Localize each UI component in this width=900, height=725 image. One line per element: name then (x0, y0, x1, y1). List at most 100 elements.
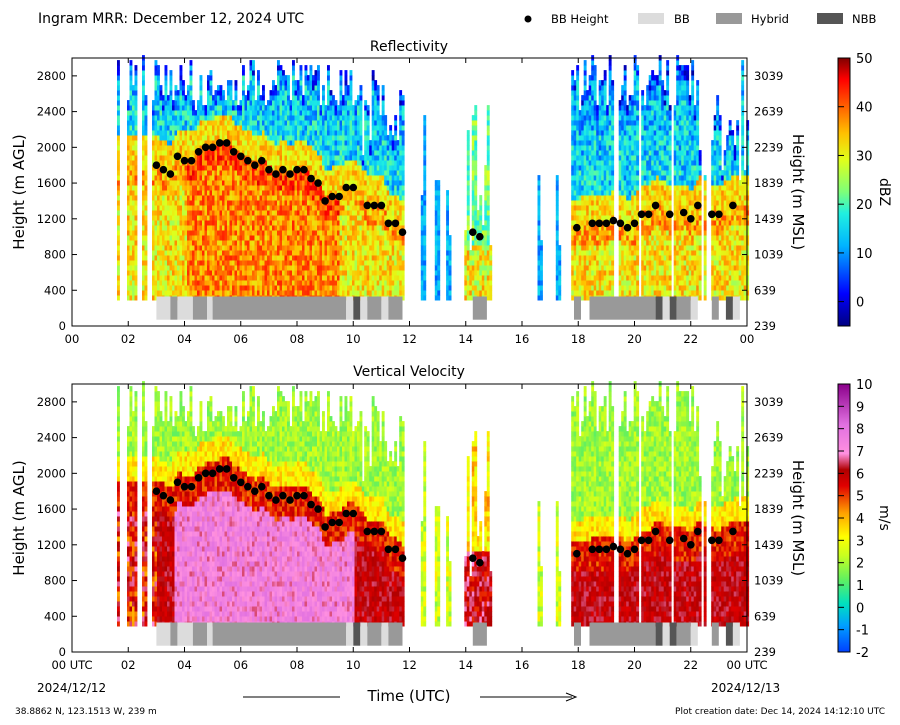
bb-height-point (398, 228, 407, 236)
y-tick-right-label: 2639 (754, 431, 783, 445)
reflectivity-bb-height-series (152, 139, 737, 241)
bb-height-point (595, 219, 604, 228)
bb-height-point (377, 527, 386, 536)
colorbar-tick-label: 0 (856, 601, 864, 616)
reflectivity-ylabel-right: Height (m MSL) (789, 134, 807, 250)
bb-type-segment (170, 622, 178, 646)
bb-height-point (476, 558, 484, 567)
bb-height-point (588, 219, 597, 228)
bb-type-segment (207, 296, 213, 320)
x-tick-label: 14 (458, 332, 473, 346)
bb-type-segment (212, 622, 347, 646)
colorbar-tick-label: 1 (856, 579, 864, 594)
colorbar-tick-label: 40 (856, 101, 873, 116)
bb-type-segment (360, 622, 368, 646)
bb-type-segment (725, 296, 733, 320)
bb-type-segment (574, 296, 581, 320)
y-tick-label: 0 (59, 319, 66, 333)
bb-height-point (222, 465, 231, 473)
figure-title: Ingram MRR: December 12, 2024 UTC (38, 11, 304, 27)
bb-type-segment (346, 622, 354, 646)
bb-height-point (244, 156, 252, 165)
bb-height-point (258, 156, 266, 165)
y-tick-right-label: 2239 (754, 140, 783, 154)
bb-height-point (623, 223, 632, 232)
x-tick-label: 16 (515, 658, 530, 672)
bb-type-segment (192, 296, 207, 320)
bb-type-segment (655, 622, 663, 646)
bb-type-segment (156, 622, 171, 646)
bb-type-segment (732, 622, 740, 646)
x-tick-label: 22 (683, 658, 698, 672)
bb-type-segment (156, 296, 171, 320)
reflectivity-bb-type-bar (156, 296, 740, 320)
bb-height-point (398, 554, 407, 562)
y-tick-label: 1200 (37, 212, 66, 226)
reflectivity-title: Reflectivity (370, 39, 448, 55)
y-tick-right-label: 2239 (754, 466, 783, 480)
bb-height-point (279, 491, 287, 500)
y-tick-label: 1600 (37, 176, 66, 190)
x-tick-label: 04 (177, 658, 192, 672)
x-tick-label: 18 (571, 658, 586, 672)
bb-type-segment (346, 296, 354, 320)
bb-type-segment (655, 296, 663, 320)
y-tick-label: 2800 (37, 395, 66, 409)
bb-height-point (476, 232, 484, 241)
bb-height-point (300, 491, 308, 500)
bb-height-point (265, 165, 273, 174)
bb-height-point (187, 156, 196, 165)
x-tick-label: 06 (233, 658, 248, 672)
colorbar-tick-label: 0 (856, 296, 864, 311)
bb-height-point (173, 478, 182, 487)
bb-height-point (687, 215, 695, 223)
bb-type-segment (472, 296, 487, 320)
velocity-ylabel-right: Height (m MSL) (789, 460, 807, 576)
bb-height-point (293, 491, 301, 500)
creation-date: Plot creation date: Dec 14, 2024 14:12:1… (675, 707, 885, 717)
colorbar-tick-label: 9 (856, 400, 864, 415)
bb-height-point (370, 201, 379, 210)
y-tick-right-label: 1039 (754, 574, 783, 588)
y-tick-right-label: 639 (754, 609, 776, 623)
colorbar-tick-label: 2 (856, 557, 864, 572)
bb-height-point (244, 482, 252, 491)
bb-height-point (251, 487, 259, 496)
end-date: 2024/12/13 (711, 681, 780, 695)
y-tick-label: 1600 (37, 502, 66, 516)
bb-height-point (729, 527, 737, 536)
legend-bb-height-marker (524, 15, 532, 23)
bb-height-point (229, 474, 238, 482)
bb-height-point (602, 219, 611, 228)
xlabel: Time (UTC) (367, 687, 451, 705)
legend-hybrid-swatch (716, 13, 742, 24)
velocity-colorbar-ticks: -2 -1 0 1 2 3 4 5 6 7 8 9 10 (838, 378, 873, 661)
y-tick-label: 2400 (37, 105, 66, 119)
bb-type-segment (353, 622, 361, 646)
bb-height-point (159, 491, 168, 500)
y-tick-label: 400 (44, 283, 66, 297)
x-tick-label: 10 (346, 658, 361, 672)
colorbar-tick-label: 30 (856, 149, 873, 164)
x-tick-label: 20 (627, 332, 642, 346)
colorbar-tick-label: 3 (856, 534, 864, 549)
bb-height-point (321, 197, 329, 205)
x-tick-label: 00 UTC (726, 658, 767, 672)
bb-height-point (194, 148, 203, 156)
x-tick-label: 22 (683, 332, 698, 346)
bb-height-point (237, 152, 245, 161)
bb-height-point (222, 139, 231, 147)
legend: BB Height BB Hybrid NBB (524, 12, 876, 26)
legend-bb-label: BB (674, 12, 690, 26)
bb-height-point (651, 527, 660, 536)
colorbar-tick-label: 7 (856, 445, 864, 460)
bb-height-point (307, 174, 315, 183)
x-tick-label: 04 (177, 332, 192, 346)
y-tick-label: 2000 (37, 466, 66, 480)
y-tick-label: 1200 (37, 538, 66, 552)
bb-type-segment (367, 622, 382, 646)
y-tick-right-label: 1439 (754, 538, 783, 552)
y-tick-right-label: 639 (754, 283, 776, 297)
bb-height-point (644, 536, 653, 545)
